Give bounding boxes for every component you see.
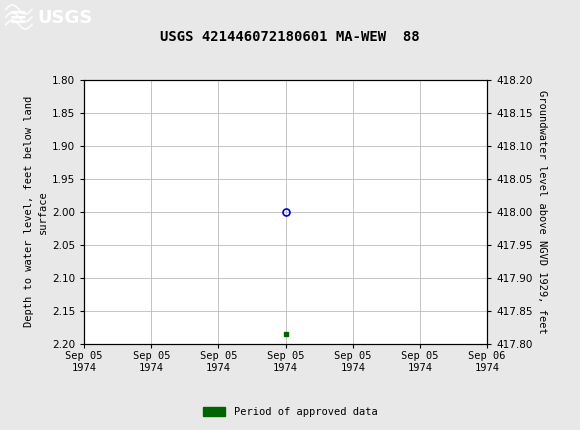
Text: USGS 421446072180601 MA-WEW  88: USGS 421446072180601 MA-WEW 88 [160,30,420,43]
Text: USGS: USGS [38,9,93,27]
Y-axis label: Groundwater level above NGVD 1929, feet: Groundwater level above NGVD 1929, feet [537,90,547,334]
Y-axis label: Depth to water level, feet below land
surface: Depth to water level, feet below land su… [24,96,48,327]
Legend: Period of approved data: Period of approved data [198,403,382,421]
Text: ≡: ≡ [9,8,27,28]
